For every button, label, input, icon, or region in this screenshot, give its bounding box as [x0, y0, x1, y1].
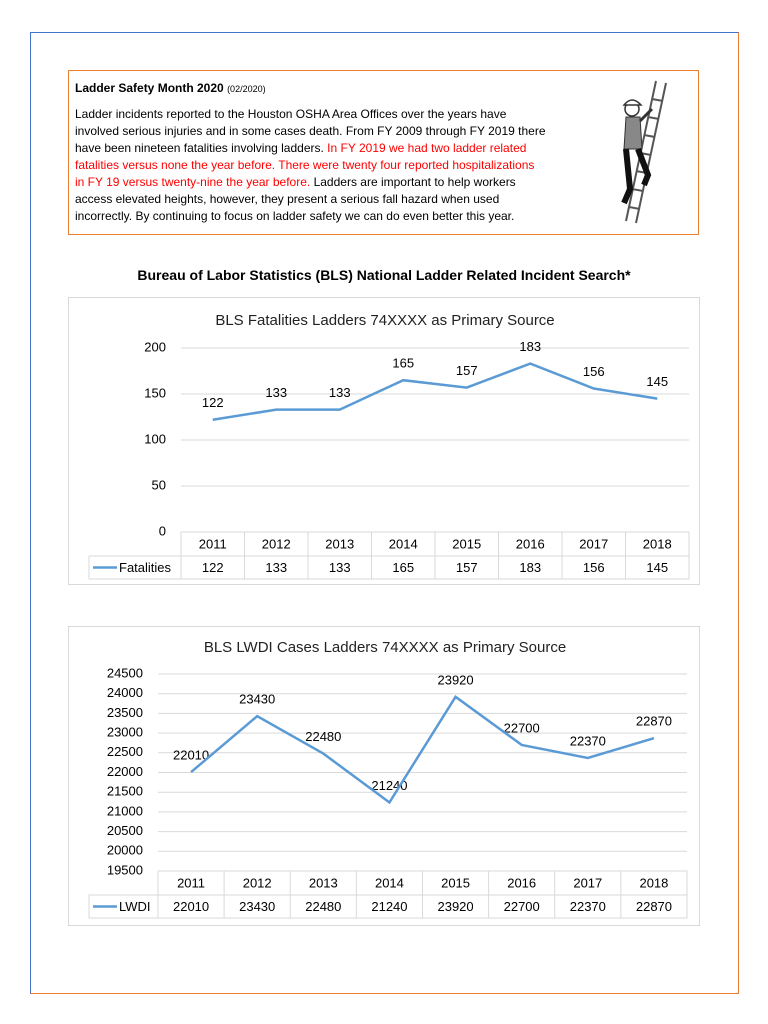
- table-value: 21240: [371, 899, 407, 914]
- y-tick-label: 23000: [107, 725, 143, 740]
- data-label: 133: [329, 385, 351, 400]
- table-value: 133: [265, 560, 287, 575]
- notice-text: involved serious injuries and in some ca…: [75, 124, 546, 138]
- data-label: 23920: [437, 672, 473, 687]
- x-tick-label: 2016: [507, 875, 536, 890]
- data-label: 183: [519, 339, 541, 354]
- y-tick-label: 23500: [107, 705, 143, 720]
- chart-title: BLS Fatalities Ladders 74XXXX as Primary…: [215, 312, 554, 329]
- notice-text: fatalities versus none the year before. …: [75, 158, 535, 172]
- series-line: [190, 695, 655, 805]
- data-label: 133: [265, 385, 287, 400]
- y-tick-label: 21000: [107, 803, 143, 818]
- x-tick-label: 2018: [643, 536, 672, 551]
- notice-line: have been nineteen fatalities involving …: [75, 140, 546, 157]
- y-tick-label: 150: [144, 385, 166, 400]
- x-tick-label: 2018: [639, 875, 668, 890]
- table-value: 23430: [239, 899, 275, 914]
- legend-label: LWDI: [119, 899, 151, 914]
- table-value: 22010: [173, 899, 209, 914]
- notice-text: Ladder incidents reported to the Houston…: [75, 107, 507, 121]
- notice-text: access elevated heights, however, they p…: [75, 192, 500, 206]
- notice-line: involved serious injuries and in some ca…: [75, 123, 546, 140]
- data-label: 157: [456, 363, 478, 378]
- notice-text: incorrectly. By continuing to focus on l…: [75, 209, 515, 223]
- data-label: 22480: [305, 729, 341, 744]
- data-label: 22370: [570, 733, 606, 748]
- y-tick-label: 24000: [107, 685, 143, 700]
- x-tick-label: 2015: [441, 875, 470, 890]
- y-tick-label: 20500: [107, 823, 143, 838]
- table-value: 23920: [437, 899, 473, 914]
- notice-text: in FY 19 versus twenty-nine the year bef…: [75, 175, 311, 189]
- table-value: 183: [519, 560, 541, 575]
- table-value: 22370: [570, 899, 606, 914]
- chart: BLS Fatalities Ladders 74XXXX as Primary…: [68, 297, 700, 585]
- x-tick-label: 2017: [573, 875, 602, 890]
- y-tick-label: 100: [144, 431, 166, 446]
- x-tick-label: 2014: [389, 536, 418, 551]
- y-tick-label: 50: [152, 477, 166, 492]
- data-label: 22870: [636, 714, 672, 729]
- y-tick-label: 200: [144, 339, 166, 354]
- data-label: 22010: [173, 748, 209, 763]
- chart-title: BLS LWDI Cases Ladders 74XXXX as Primary…: [204, 639, 566, 656]
- notice-box: Ladder Safety Month 2020 (02/2020) Ladde…: [68, 70, 699, 235]
- table-value: 22870: [636, 899, 672, 914]
- table-value: 133: [329, 560, 351, 575]
- y-tick-label: 0: [159, 523, 166, 538]
- x-tick-label: 2013: [325, 536, 354, 551]
- table-value: 22700: [504, 899, 540, 914]
- y-tick-label: 20000: [107, 843, 143, 858]
- x-tick-label: 2011: [177, 875, 205, 890]
- section-title: Bureau of Labor Statistics (BLS) Nationa…: [137, 267, 631, 283]
- x-tick-label: 2015: [452, 536, 481, 551]
- x-tick-label: 2011: [199, 536, 227, 551]
- y-tick-label: 22000: [107, 764, 143, 779]
- notice-body: Ladder incidents reported to the Houston…: [75, 106, 546, 225]
- table-value: 156: [583, 560, 605, 575]
- data-label: 145: [646, 374, 668, 389]
- notice-text: Ladders are important to help workers: [310, 175, 516, 189]
- table-value: 165: [392, 560, 414, 575]
- chart: BLS LWDI Cases Ladders 74XXXX as Primary…: [68, 626, 700, 926]
- data-label: 122: [202, 395, 224, 410]
- y-tick-label: 24500: [107, 665, 143, 680]
- notice-line: in FY 19 versus twenty-nine the year bef…: [75, 174, 546, 191]
- x-tick-label: 2016: [516, 536, 545, 551]
- table-value: 22480: [305, 899, 341, 914]
- notice-line: Ladder incidents reported to the Houston…: [75, 106, 546, 123]
- y-tick-label: 22500: [107, 744, 143, 759]
- x-tick-label: 2017: [579, 536, 608, 551]
- notice-line: incorrectly. By continuing to focus on l…: [75, 208, 546, 225]
- x-tick-label: 2014: [375, 875, 404, 890]
- page-frame: [30, 32, 739, 994]
- series-line: [212, 362, 658, 421]
- y-tick-label: 19500: [107, 862, 143, 877]
- x-tick-label: 2013: [309, 875, 338, 890]
- table-value: 145: [646, 560, 668, 575]
- notice-text: have been nineteen fatalities involving …: [75, 141, 328, 155]
- notice-text: In FY 2019 we had two ladder related: [327, 141, 527, 155]
- table-value: 122: [202, 560, 224, 575]
- data-label: 165: [392, 356, 414, 371]
- x-tick-label: 2012: [243, 875, 272, 890]
- y-tick-label: 21500: [107, 784, 143, 799]
- notice-line: access elevated heights, however, they p…: [75, 191, 546, 208]
- data-label: 156: [583, 364, 605, 379]
- table-value: 157: [456, 560, 478, 575]
- ladder-illustration: [621, 80, 667, 224]
- notice-heading: Ladder Safety Month 2020 (02/2020): [75, 81, 266, 95]
- x-tick-label: 2012: [262, 536, 291, 551]
- notice-date: (02/2020): [227, 84, 266, 94]
- notice-title: Ladder Safety Month 2020: [75, 81, 224, 95]
- data-label: 22700: [504, 720, 540, 735]
- legend-label: Fatalities: [119, 560, 172, 575]
- notice-line: fatalities versus none the year before. …: [75, 157, 546, 174]
- data-label: 23430: [239, 692, 275, 707]
